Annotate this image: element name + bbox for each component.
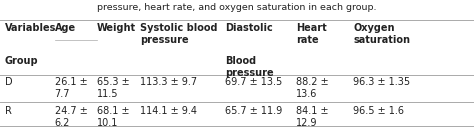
Text: Oxygen
saturation: Oxygen saturation [353, 23, 410, 45]
Text: 65.7 ± 11.9: 65.7 ± 11.9 [225, 106, 283, 116]
Text: 96.3 ± 1.35: 96.3 ± 1.35 [353, 77, 410, 87]
Text: 24.7 ±
6.2: 24.7 ± 6.2 [55, 106, 87, 128]
Text: 68.1 ±
10.1: 68.1 ± 10.1 [97, 106, 130, 128]
Text: Blood
pressure: Blood pressure [225, 56, 274, 78]
Text: 113.3 ± 9.7: 113.3 ± 9.7 [140, 77, 197, 87]
Text: Heart
rate: Heart rate [296, 23, 327, 45]
Text: 69.7 ± 13.5: 69.7 ± 13.5 [225, 77, 283, 87]
Text: 65.3 ±
11.5: 65.3 ± 11.5 [97, 77, 130, 99]
Text: Diastolic: Diastolic [225, 23, 273, 33]
Text: Variables: Variables [5, 23, 56, 33]
Text: 84.1 ±
12.9: 84.1 ± 12.9 [296, 106, 329, 128]
Text: 96.5 ± 1.6: 96.5 ± 1.6 [353, 106, 404, 116]
Text: pressure, heart rate, and oxygen saturation in each group.: pressure, heart rate, and oxygen saturat… [97, 3, 377, 12]
Text: Age: Age [55, 23, 76, 33]
Text: D: D [5, 77, 12, 87]
Text: R: R [5, 106, 12, 116]
Text: 26.1 ±
7.7: 26.1 ± 7.7 [55, 77, 87, 99]
Text: 114.1 ± 9.4: 114.1 ± 9.4 [140, 106, 197, 116]
Text: Group: Group [5, 56, 38, 66]
Text: 88.2 ±
13.6: 88.2 ± 13.6 [296, 77, 329, 99]
Text: Weight: Weight [97, 23, 137, 33]
Text: Systolic blood
pressure: Systolic blood pressure [140, 23, 218, 45]
